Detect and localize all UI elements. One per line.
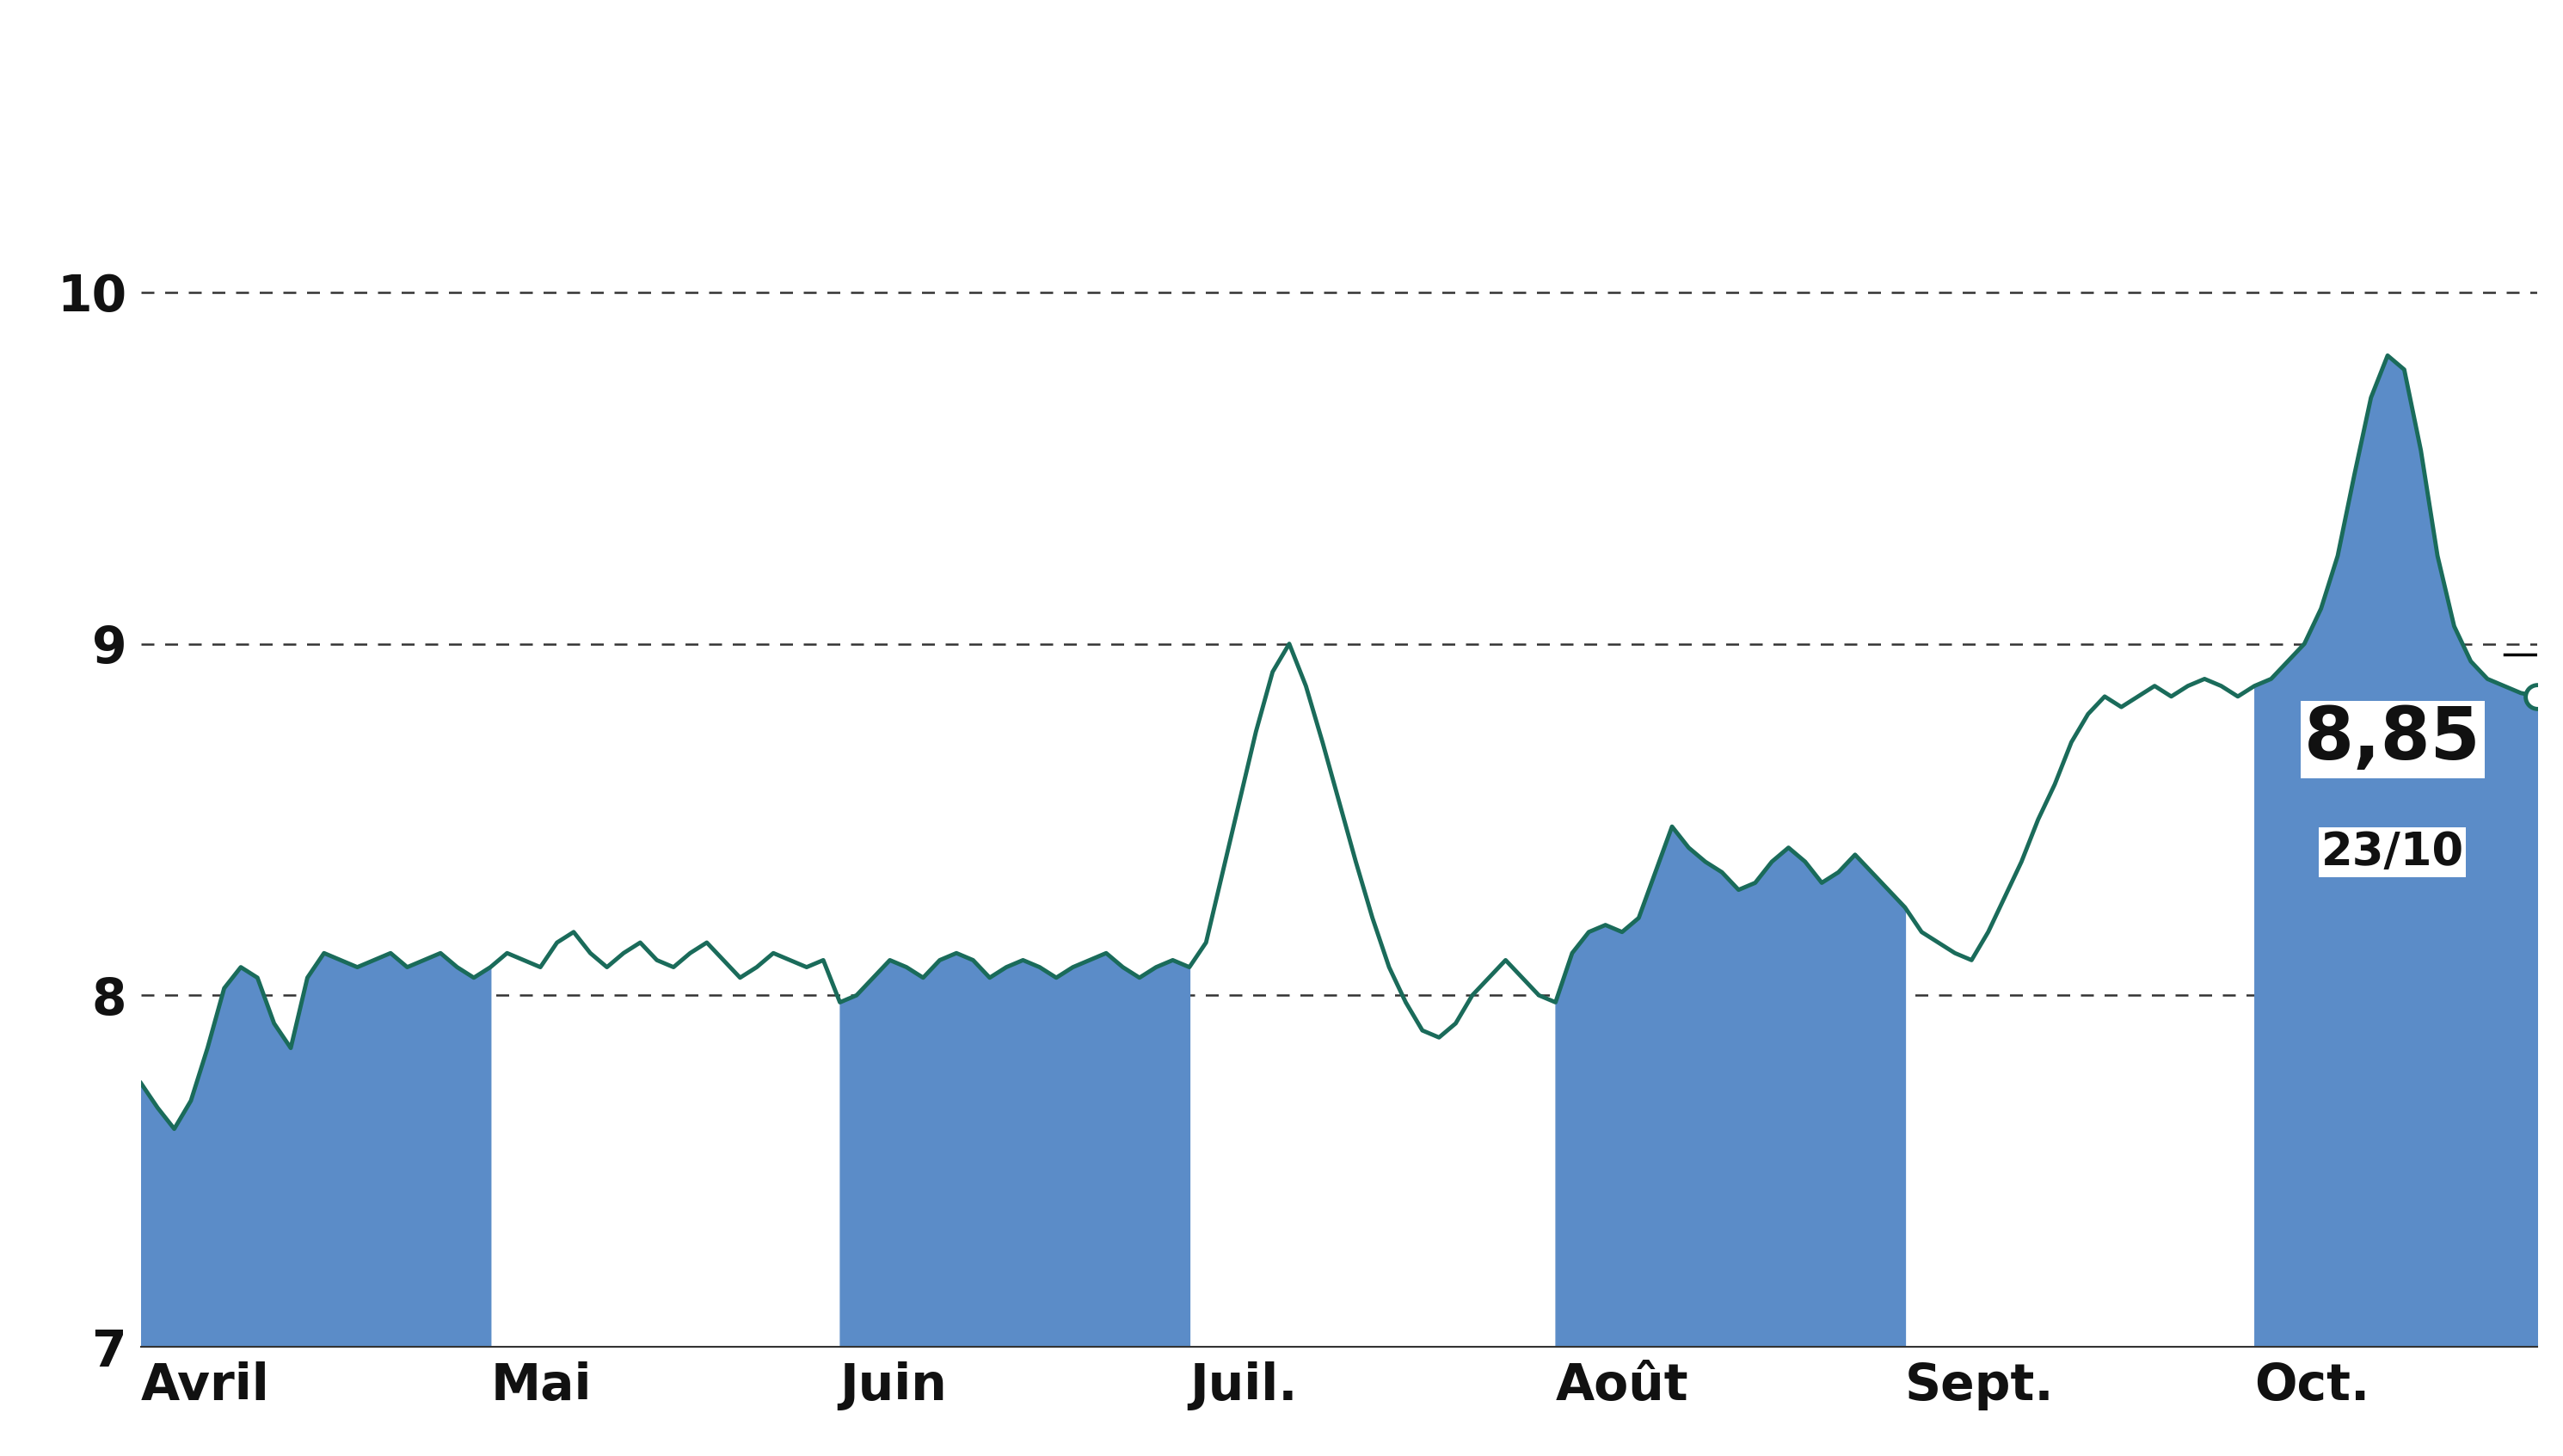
Text: 8,85: 8,85 [2304,705,2481,775]
Text: 23/10: 23/10 [2322,830,2463,875]
Text: LPKF Laser & Electronics SE: LPKF Laser & Electronics SE [715,13,1848,82]
